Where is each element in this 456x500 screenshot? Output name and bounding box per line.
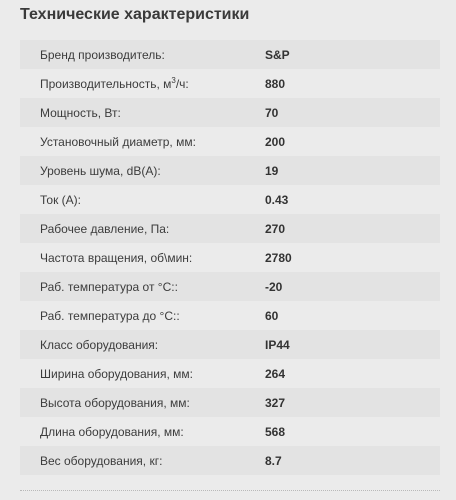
spec-label-text: Производительность, м [40,76,172,91]
spec-row-pressure: Рабочее давление, Па: 270 [20,214,440,243]
spec-label: Ток (А): [40,192,81,207]
spec-label: Высота оборудования, мм: [40,395,190,410]
spec-label: Бренд производитель: [40,47,165,62]
spec-row-diameter: Установочный диаметр, мм: 200 [20,127,440,156]
specs-table: Бренд производитель: S&P Производительно… [20,40,440,475]
spec-value: IP44 [265,337,290,352]
spec-label: Мощность, Вт: [40,105,121,120]
spec-value: 8.7 [265,453,282,468]
spec-label: Уровень шума, dB(A): [40,163,161,178]
section-divider [20,490,440,491]
spec-row-temp-max: Раб. температура до °C:: 60 [20,301,440,330]
spec-value: 60 [265,308,279,323]
spec-row-class: Класс оборудования: IP44 [20,330,440,359]
spec-value: 880 [265,76,286,91]
spec-label: Ширина оборудования, мм: [40,366,193,381]
spec-value: 2780 [265,250,292,265]
spec-label: Раб. температура до °C:: [40,308,180,323]
spec-value: 568 [265,424,286,439]
spec-label: Длина оборудования, мм: [40,424,184,439]
spec-label: Производительность, м3/ч: [20,75,265,91]
spec-row-current: Ток (А): 0.43 [20,185,440,214]
spec-row-temp-min: Раб. температура от °C:: -20 [20,272,440,301]
spec-value: -20 [265,279,283,294]
spec-value: 200 [265,134,286,149]
spec-row-width: Ширина оборудования, мм: 264 [20,359,440,388]
spec-row-noise: Уровень шума, dB(A): 19 [20,156,440,185]
spec-value: 327 [265,395,286,410]
spec-value: S&P [265,47,290,62]
spec-row-power: Мощность, Вт: 70 [20,98,440,127]
spec-value: 270 [265,221,286,236]
spec-label: Вес оборудования, кг: [40,453,163,468]
spec-value: 264 [265,366,286,381]
spec-row-brand: Бренд производитель: S&P [20,40,440,69]
section-title: Технические характеристики [20,6,250,23]
spec-row-rotation-speed: Частота вращения, об\мин: 2780 [20,243,440,272]
spec-row-length: Длина оборудования, мм: 568 [20,417,440,446]
spec-label-superscript: 3 [171,75,176,85]
spec-value: 70 [265,105,279,120]
spec-row-height: Высота оборудования, мм: 327 [20,388,440,417]
spec-value: 19 [265,163,279,178]
spec-label: Класс оборудования: [40,337,159,352]
spec-row-capacity: Производительность, м3/ч: 880 [20,69,440,98]
spec-label: Рабочее давление, Па: [40,221,170,236]
spec-label-unit: /ч: [175,76,189,91]
spec-row-weight: Вес оборудования, кг: 8.7 [20,446,440,475]
spec-label: Раб. температура от °C:: [40,279,178,294]
spec-label: Установочный диаметр, мм: [40,134,196,149]
spec-value: 0.43 [265,192,289,207]
spec-label: Частота вращения, об\мин: [40,250,193,265]
